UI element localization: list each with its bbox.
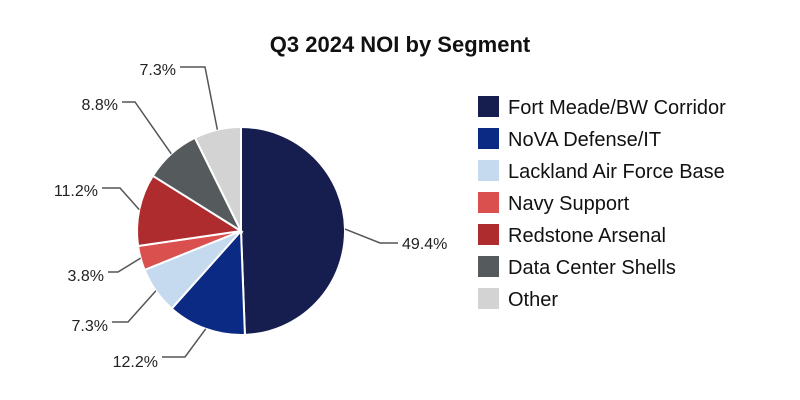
- leader-line: [108, 257, 141, 273]
- legend-swatch: [478, 224, 499, 245]
- legend-swatch: [478, 160, 499, 181]
- legend-swatch: [478, 256, 499, 277]
- leader-line: [180, 66, 219, 130]
- slice-label: 11.2%: [54, 183, 98, 200]
- legend-swatch: [478, 288, 499, 309]
- pie-slice: [136, 174, 244, 248]
- slice-label: 8.8%: [82, 97, 118, 114]
- pie-slice: [240, 125, 346, 336]
- legend: Fort Meade/BW Corridor NoVA Defense/IT Lac…: [478, 96, 726, 311]
- slice-label: 49.4%: [402, 236, 447, 253]
- leader-line: [122, 101, 172, 155]
- legend-label: Data Center Shells: [508, 257, 676, 279]
- legend-label: Navy Support: [508, 193, 630, 215]
- legend-swatch: [478, 192, 499, 213]
- legend-label: Redstone Arsenal: [508, 225, 666, 247]
- chart-title: Q3 2024 NOI by Segment: [270, 32, 531, 57]
- legend-label: NoVA Defense/IT: [508, 129, 661, 151]
- leader-line: [344, 228, 398, 244]
- legend-swatch: [478, 128, 499, 149]
- leader-line: [162, 328, 207, 358]
- legend-label: Other: [508, 289, 558, 311]
- legend-label: Lackland Air Force Base: [508, 161, 725, 183]
- legend-swatch: [478, 96, 499, 117]
- leader-line: [102, 187, 140, 211]
- pie-slice: [170, 228, 246, 336]
- slice-label: 7.3%: [72, 318, 108, 335]
- slice-label: 7.3%: [140, 62, 176, 79]
- legend-label: Fort Meade/BW Corridor: [508, 97, 726, 119]
- leader-line: [112, 290, 157, 323]
- slice-label: 12.2%: [113, 354, 158, 371]
- slice-label: 3.8%: [68, 268, 104, 285]
